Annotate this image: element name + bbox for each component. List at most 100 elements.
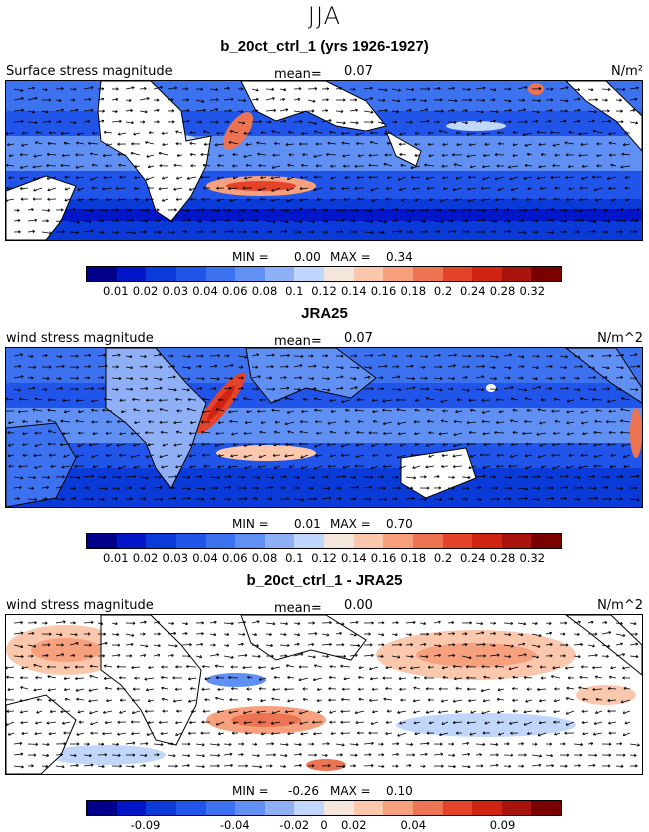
wind-vector: [461, 655, 472, 659]
wind-vector-head: [593, 188, 597, 191]
wind-vector-head: [217, 687, 221, 691]
wind-vector-head: [482, 731, 486, 735]
wind-vector-head: [619, 387, 622, 391]
wind-vector: [215, 408, 225, 412]
wind-vector-head: [577, 632, 580, 636]
wind-vector-head: [399, 466, 402, 469]
wind-vector: [483, 676, 491, 679]
wind-vector: [237, 654, 248, 657]
wind-vector: [377, 354, 386, 357]
wind-vector-head: [32, 110, 36, 114]
wind-vector-head: [132, 397, 135, 402]
wind-vector-head: [46, 164, 49, 168]
panel-2-map: [5, 347, 643, 508]
wind-vector-head: [410, 453, 413, 457]
wind-vector: [482, 176, 491, 181]
wind-vector: [475, 87, 486, 90]
wind-vector-head: [47, 408, 51, 412]
wind-vector-head: [507, 219, 511, 223]
wind-vector-head: [175, 733, 178, 736]
wind-vector-head: [254, 742, 258, 746]
wind-vector-head: [284, 422, 288, 426]
colorbar-tick-label: 0.32: [519, 551, 546, 565]
wind-vector-head: [216, 377, 220, 381]
wind-vector-head: [552, 164, 556, 168]
wind-vector-head: [105, 143, 109, 147]
wind-vector-head: [608, 721, 611, 725]
wind-vector-head: [21, 666, 25, 670]
wind-vector: [158, 187, 169, 190]
wind-vector-head: [338, 497, 342, 501]
wind-vector: [41, 765, 48, 767]
wind-vector-head: [114, 109, 118, 113]
wind-vector-head: [438, 653, 441, 657]
wind-vector-head: [495, 198, 498, 202]
wind-vector-head: [509, 353, 512, 357]
wind-vector: [189, 142, 197, 145]
wind-vector: [384, 132, 393, 135]
wind-vector: [517, 622, 526, 625]
wind-vector-head: [340, 453, 344, 457]
wind-vector-head: [356, 366, 360, 370]
wind-vector: [550, 132, 561, 134]
wind-vector: [195, 99, 205, 103]
wind-vector: [258, 465, 267, 468]
colorbar-tick-label: 0.32: [519, 284, 546, 298]
wind-vector-head: [74, 676, 78, 681]
wind-vector-head: [189, 465, 193, 469]
wind-vector: [573, 655, 581, 658]
wind-vector-head: [565, 465, 569, 469]
wind-vector: [411, 176, 421, 178]
wind-vector-head: [20, 631, 24, 635]
wind-vector-head: [595, 697, 599, 702]
wind-vector: [209, 743, 220, 746]
wind-vector-head: [537, 687, 540, 692]
wind-vector: [438, 432, 449, 435]
wind-vector-head: [269, 764, 273, 768]
wind-vector-head: [270, 731, 274, 736]
wind-vector-head: [241, 376, 244, 380]
wind-vector: [279, 387, 290, 390]
wind-vector-head: [538, 633, 542, 637]
panel-2-min-value: 0.01: [294, 517, 321, 531]
wind-vector-head: [100, 621, 104, 625]
wind-vector-head: [271, 475, 274, 480]
wind-vector-head: [536, 497, 540, 502]
wind-vector-head: [371, 198, 375, 202]
wind-vector: [189, 432, 197, 434]
wind-vector: [265, 109, 276, 112]
wind-vector: [536, 131, 547, 134]
wind-vector-head: [340, 109, 344, 113]
wind-vector-head: [213, 230, 217, 234]
wind-vector-head: [512, 709, 516, 713]
wind-vector-head: [635, 654, 639, 659]
wind-vector-head: [119, 764, 122, 768]
wind-vector-head: [521, 764, 525, 768]
panel-1-units: N/m²: [611, 64, 643, 79]
wind-vector-head: [215, 676, 219, 680]
wind-vector-head: [357, 197, 360, 201]
wind-vector-head: [427, 665, 431, 669]
wind-vector-head: [452, 454, 456, 458]
wind-vector-head: [217, 163, 220, 168]
wind-vector-head: [563, 654, 566, 658]
wind-vector-head: [381, 643, 385, 647]
wind-vector-head: [102, 731, 105, 736]
wind-vector: [195, 643, 203, 646]
wind-vector: [550, 176, 561, 179]
wind-vector-head: [299, 364, 303, 368]
wind-vector: [139, 366, 148, 368]
wind-vector-head: [246, 676, 250, 680]
wind-vector: [189, 454, 197, 457]
wind-vector-head: [526, 665, 530, 669]
wind-vector: [468, 176, 477, 178]
wind-vector-head: [329, 454, 333, 458]
wind-vector-head: [145, 454, 149, 458]
wind-vector: [293, 653, 304, 657]
wind-vector-head: [494, 376, 497, 381]
wind-vector-head: [47, 688, 51, 692]
colorbar-swatch: [442, 267, 473, 281]
wind-vector-head: [466, 230, 470, 234]
wind-vector-head: [242, 186, 245, 190]
wind-vector: [279, 220, 289, 223]
